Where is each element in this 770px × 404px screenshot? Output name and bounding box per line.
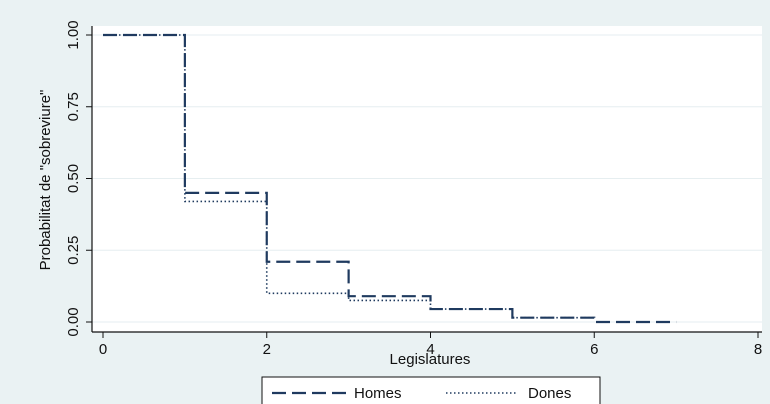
x-tick-label: 4 xyxy=(426,341,434,358)
x-axis-title: Legislatures xyxy=(390,351,471,368)
x-tick-label: 2 xyxy=(263,341,271,358)
y-tick-label: 0.75 xyxy=(65,92,82,121)
legend: Homes Dones xyxy=(261,376,601,404)
tick-marks xyxy=(86,34,759,338)
y-axis-title: Probabilitat de "sobreviure" xyxy=(37,90,54,271)
y-tick-label: 0.50 xyxy=(65,164,82,193)
legend-box xyxy=(261,376,601,404)
x-tick-label: 0 xyxy=(99,341,107,358)
x-tick-label: 8 xyxy=(754,341,762,358)
gridlines xyxy=(92,34,762,323)
x-tick-label: 6 xyxy=(590,341,598,358)
legend-label-homes: Homes xyxy=(354,385,402,402)
series-line-homes xyxy=(103,33,677,324)
y-tick-label: 1.00 xyxy=(65,20,82,49)
y-tick-label: 0.25 xyxy=(65,236,82,265)
series-layer xyxy=(103,33,677,324)
y-tick-label: 0.00 xyxy=(65,307,82,336)
legend-label-dones: Dones xyxy=(528,385,571,402)
